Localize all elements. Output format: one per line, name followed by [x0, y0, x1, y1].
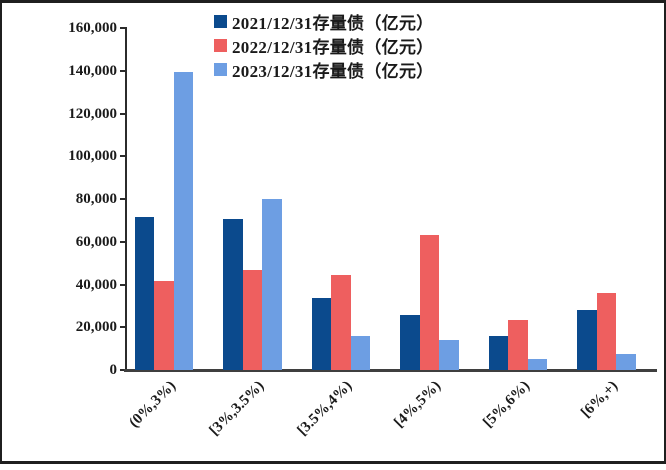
- bar: [154, 281, 174, 370]
- legend-swatch-icon: [214, 62, 227, 76]
- bar: [577, 310, 597, 370]
- page-border-right: [664, 0, 666, 464]
- page-border-left: [0, 0, 2, 464]
- x-axis-line: [124, 369, 657, 372]
- bar: [439, 340, 459, 370]
- bar: [311, 298, 331, 370]
- y-tick-label: 100,000: [68, 148, 117, 165]
- bar: [488, 336, 508, 370]
- bar: [223, 219, 243, 370]
- legend-label: 2022/12/31存量债（亿元）: [232, 37, 434, 57]
- y-tick-mark: [120, 240, 126, 243]
- x-tick-label: [3%,3.5%): [206, 378, 268, 439]
- legend-item: 2021/12/31存量债（亿元）: [214, 9, 434, 33]
- y-tick-mark: [120, 326, 126, 329]
- y-tick-label: 160,000: [68, 20, 117, 36]
- y-tick-mark: [120, 369, 126, 371]
- bar: [331, 274, 351, 370]
- y-tick-label: 0: [109, 362, 118, 378]
- page-rule-bottom: [0, 461, 666, 464]
- x-tick-label: [3.5%,4%): [294, 378, 356, 439]
- x-tick-label: (0%,3%): [125, 378, 179, 431]
- legend-swatch-icon: [214, 14, 227, 28]
- bar: [616, 353, 636, 370]
- bar: [596, 293, 616, 370]
- bar: [173, 71, 193, 370]
- bar: [508, 319, 528, 370]
- bar: [262, 199, 282, 370]
- y-tick-mark: [120, 155, 126, 158]
- y-tick-mark: [120, 27, 126, 29]
- y-tick-mark: [120, 283, 126, 286]
- legend-label: 2023/12/31存量债（亿元）: [232, 61, 434, 81]
- legend-item: 2023/12/31存量债（亿元）: [214, 57, 434, 81]
- y-tick-mark: [120, 112, 126, 115]
- legend: 2021/12/31存量债（亿元） 2022/12/31存量债（亿元） 2023/1…: [214, 9, 434, 81]
- legend-item: 2022/12/31存量债（亿元）: [214, 33, 434, 57]
- y-tick-mark: [120, 69, 126, 72]
- y-tick-mark: [120, 198, 126, 200]
- bar: [134, 217, 154, 370]
- bar: [400, 315, 420, 370]
- y-tick-label: 60,000: [75, 233, 117, 250]
- y-tick-label: 80,000: [75, 191, 117, 207]
- page-border-top: [0, 0, 666, 3]
- x-tick-label: [4%,5%): [391, 378, 445, 431]
- y-tick-label: 40,000: [75, 276, 117, 293]
- y-tick-label: 140,000: [68, 62, 117, 79]
- bar: [419, 235, 439, 370]
- bar: [242, 269, 262, 370]
- bar: [527, 359, 547, 370]
- legend-swatch-icon: [214, 38, 227, 52]
- legend-label: 2021/12/31存量债（亿元）: [232, 13, 434, 33]
- y-tick-label: 120,000: [68, 105, 117, 122]
- bar: [350, 335, 370, 370]
- x-tick-label: [6%,+): [578, 378, 622, 421]
- y-axis-line: [125, 27, 127, 370]
- y-tick-label: 20,000: [75, 319, 117, 336]
- x-tick-label: [5%,6%): [479, 378, 533, 431]
